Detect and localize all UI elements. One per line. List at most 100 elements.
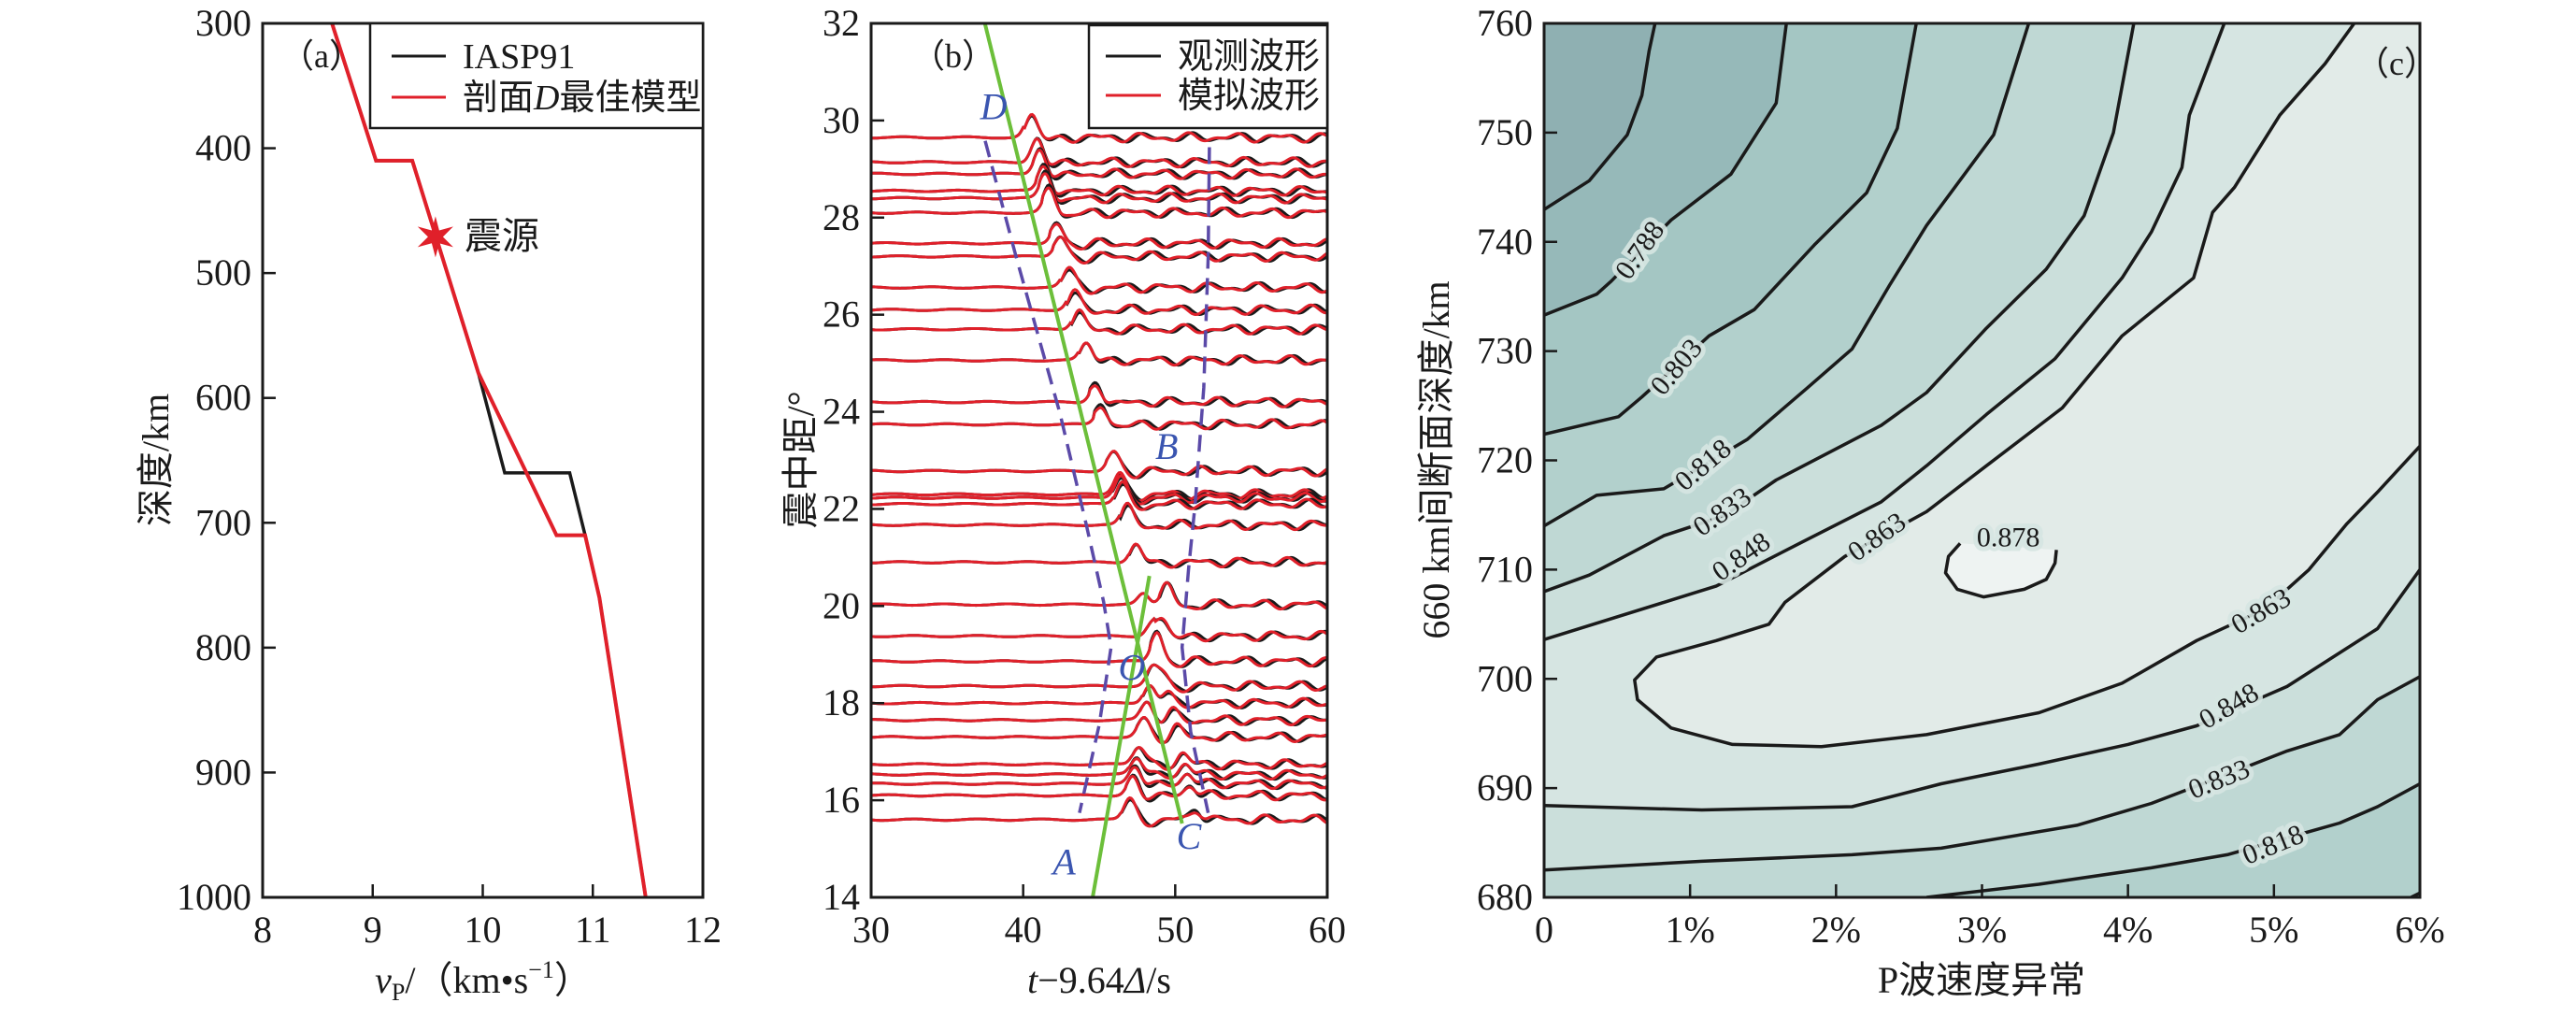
point-label-A: A — [1050, 841, 1076, 883]
contour-line-0.818 — [1925, 781, 2420, 897]
synthetic-waveform — [871, 757, 1327, 781]
y-tick-label: 730 — [1477, 330, 1533, 372]
synthetic-waveform — [871, 501, 1327, 532]
panel-a-label: （a） — [280, 37, 363, 75]
synthetic-waveform — [871, 542, 1327, 569]
contour-line-0.833 — [1544, 23, 2136, 594]
panel-b-ticks: 30 40 50 60 14 16 18 20 22 24 26 28 30 32 — [823, 2, 1346, 951]
contour-line-0.848 — [1544, 568, 2420, 812]
synthetic-waveform — [871, 341, 1327, 367]
y-tick-label: 30 — [823, 99, 860, 141]
synthetic-waveform — [871, 616, 1327, 643]
y-tick-label: 700 — [1477, 657, 1533, 699]
x-tick-label: 1% — [1666, 909, 1715, 951]
x-tick-label: 10 — [465, 909, 502, 951]
synthetic-waveform — [871, 222, 1327, 251]
synthetic-waveform — [871, 450, 1327, 480]
legend-label-iasp91: IASP91 — [463, 37, 575, 77]
panel-b-plot: D B O A C — [871, 23, 1327, 897]
xlabel-part: t — [1027, 959, 1038, 1001]
panel-b-ylabel: 震中距/° — [780, 391, 822, 528]
x-tick-label: 40 — [1005, 909, 1042, 951]
x-tick-label: 5% — [2249, 909, 2298, 951]
xlabel-part: /s — [1146, 959, 1171, 1001]
legend-box — [1087, 23, 1329, 130]
x-tick-label: 11 — [575, 909, 611, 951]
xlabel-part: P — [392, 979, 405, 1006]
travel-time-line — [982, 23, 1184, 824]
y-tick-label: 26 — [823, 294, 860, 336]
panel-b: D B O A C 30 40 50 60 14 16 18 20 22 24 26 28 30 32 （b） 观… — [780, 2, 1346, 1001]
panel-b-label: （b） — [911, 37, 995, 75]
x-tick-label: 2% — [1811, 909, 1861, 951]
xlabel-part: ） — [554, 959, 592, 1001]
legend-box — [368, 21, 705, 130]
synthetic-waveform — [871, 580, 1327, 611]
observed-waveform — [871, 773, 1327, 803]
panel-a-ticks: 8 9 10 11 12 300 400 500 600 700 800 900 1000 — [177, 2, 722, 951]
synthetic-waveform — [871, 474, 1327, 506]
travel-time-line — [1091, 575, 1152, 897]
y-tick-label: 750 — [1477, 111, 1533, 153]
y-tick-label: 900 — [195, 751, 251, 793]
synthetic-waveform — [871, 172, 1327, 205]
xlabel-part: −9.64 — [1038, 959, 1124, 1001]
y-tick-label: 710 — [1477, 548, 1533, 590]
contour-line-0.773 — [1544, 23, 1657, 211]
x-tick-label: 9 — [364, 909, 382, 951]
synthetic-waveform — [871, 683, 1327, 709]
y-tick-label: 300 — [195, 2, 251, 44]
panel-a-xlabel: vP/（km•s−1） — [375, 956, 592, 1006]
contour-line-0.848 — [1544, 23, 2226, 641]
point-label-O: O — [1119, 646, 1146, 688]
synthetic-waveform — [871, 795, 1327, 828]
panel-c-ticks: 0 1% 2% 3% 4% 5% 6% 680 690 700 710 720 730 740 750 760 — [1477, 2, 2445, 951]
legend-label-synthetic: 模拟波形 — [1178, 77, 1320, 116]
y-tick-label: 14 — [823, 876, 860, 918]
synthetic-waveform — [871, 384, 1327, 408]
panel-b-xlabel: t−9.64Δ/s — [1027, 959, 1171, 1001]
legend-text-part: 剖面 — [463, 79, 534, 118]
x-tick-label: 30 — [852, 909, 890, 951]
y-tick-label: 800 — [195, 626, 251, 668]
observed-waveform — [871, 291, 1327, 317]
y-tick-label: 22 — [823, 487, 860, 529]
contour-band — [1926, 783, 2420, 897]
y-tick-label: 600 — [195, 377, 251, 419]
synthetic-waveform — [871, 716, 1327, 745]
x-tick-label: 0 — [1535, 909, 1553, 951]
panel-c-xlabel: P波速度异常 — [1878, 959, 2085, 1001]
synthetic-waveform — [871, 766, 1327, 791]
observed-waveform — [871, 798, 1327, 828]
y-tick-label: 760 — [1477, 2, 1533, 44]
synthetic-waveform — [871, 265, 1327, 295]
x-tick-label: 6% — [2395, 909, 2444, 951]
observed-waveform — [871, 450, 1327, 480]
y-tick-label: 720 — [1477, 439, 1533, 481]
panel-a-ylabel: 深度/km — [135, 394, 177, 526]
contour-band — [1544, 23, 1655, 210]
xlabel-part: v — [375, 959, 392, 1001]
panel-c-label: （c） — [2355, 45, 2438, 82]
xlabel-part: /（km•s — [405, 959, 528, 1001]
dashed-boundary-line — [1180, 147, 1211, 813]
panel-a-plot — [330, 22, 648, 898]
synthetic-waveform — [871, 406, 1327, 431]
x-tick-label: 3% — [1957, 909, 2007, 951]
y-tick-label: 500 — [195, 251, 251, 294]
y-tick-label: 16 — [823, 779, 860, 821]
contour-line-0.788 — [1544, 23, 1788, 317]
synthetic-waveform — [871, 663, 1327, 694]
y-tick-label: 1000 — [177, 876, 251, 918]
y-tick-label: 740 — [1477, 221, 1533, 263]
contour-band — [1945, 543, 2057, 597]
y-tick-label: 32 — [823, 2, 860, 44]
panel-a-legend: IASP91 剖面D最佳模型 — [368, 21, 705, 130]
contour-line-0.803 — [1544, 23, 1918, 437]
synthetic-waveform — [871, 774, 1327, 802]
best-model-line — [330, 22, 648, 898]
synthetic-waveform — [871, 186, 1327, 220]
